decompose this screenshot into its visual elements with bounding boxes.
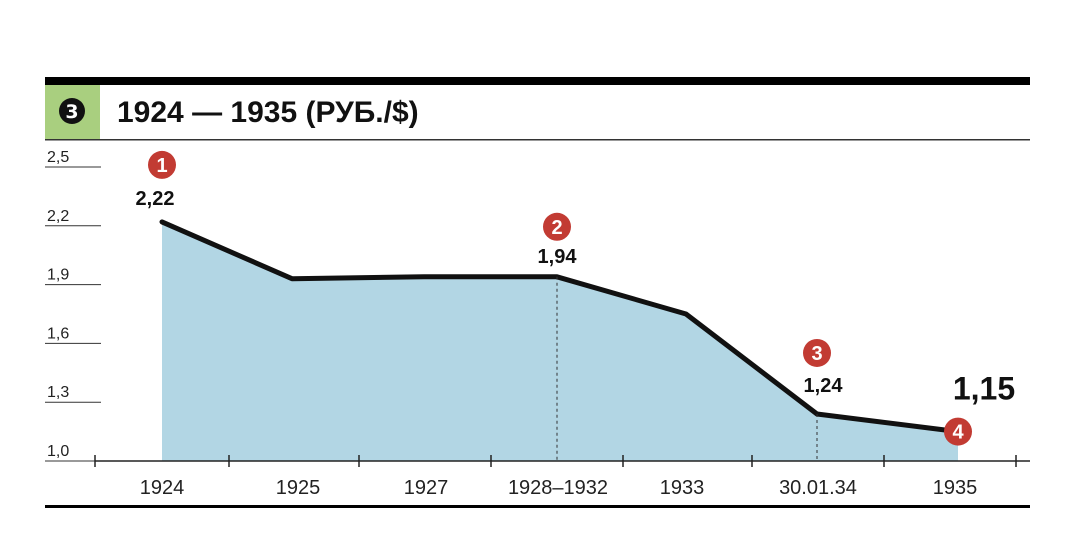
annotation-marker-number: 1 <box>156 155 167 177</box>
y-tick-label: 1,6 <box>47 325 69 342</box>
annotation-marker-number: 4 <box>952 422 964 444</box>
x-tick-label: 1927 <box>404 477 449 499</box>
header-bottom-rule <box>45 139 1030 141</box>
series-area <box>162 221 958 461</box>
data-label: 1,15 <box>953 371 1015 407</box>
x-tick-label: 1928–1932 <box>508 477 608 499</box>
data-label: 2,22 <box>136 188 175 210</box>
y-tick-label: 2,2 <box>47 208 69 225</box>
annotation-marker-number: 3 <box>811 343 822 365</box>
section-badge-number: 3 <box>65 101 78 123</box>
y-tick-label: 1,3 <box>47 384 69 401</box>
header-top-rule <box>45 77 1030 85</box>
x-tick-label: 30.01.34 <box>779 477 857 499</box>
y-tick-label: 2,5 <box>47 149 69 166</box>
section-badge-circle <box>59 98 85 124</box>
annotation-marker <box>944 417 972 446</box>
annotation-marker <box>803 338 831 367</box>
footer-rule <box>45 505 1030 508</box>
x-tick-label: 1935 <box>933 477 978 499</box>
annotation-marker-number: 2 <box>551 217 562 239</box>
y-tick-label: 1,9 <box>47 267 69 284</box>
y-tick-label: 1,0 <box>47 443 69 460</box>
annotation-marker <box>543 212 571 241</box>
annotation-marker <box>148 150 176 179</box>
data-label: 1,94 <box>538 246 578 268</box>
chart-title: 1924 — 1935 (РУБ./$) <box>117 96 419 129</box>
x-tick-label: 1933 <box>660 477 705 499</box>
data-label: 1,24 <box>804 375 844 397</box>
x-tick-label: 1925 <box>276 477 321 499</box>
x-tick-label: 1924 <box>140 477 185 499</box>
